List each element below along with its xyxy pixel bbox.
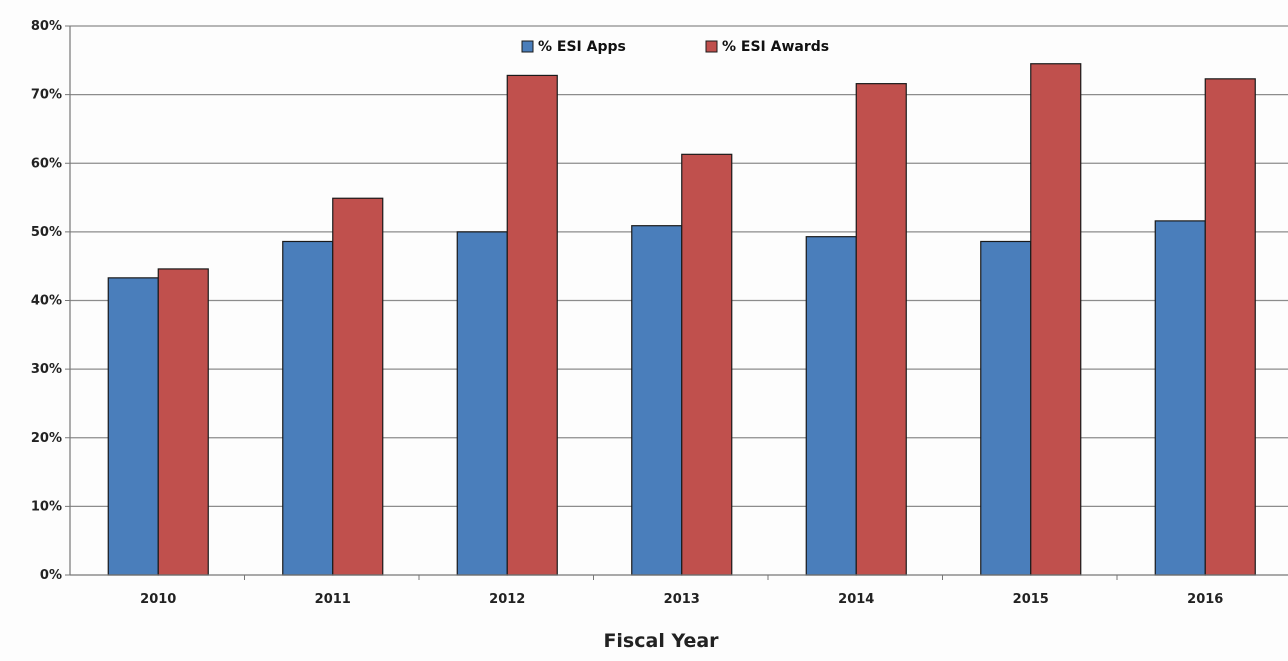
x-tick-label: 2010 — [140, 592, 176, 607]
x-tick-label: 2013 — [664, 592, 700, 607]
bar-esi-apps — [456, 231, 508, 576]
bar-esi-awards — [506, 74, 558, 576]
x-axis-title: Fiscal Year — [603, 630, 719, 652]
bar-esi-awards — [332, 197, 384, 576]
bar-esi-apps — [1154, 220, 1206, 576]
legend-label: % ESI Awards — [722, 39, 829, 55]
legend-swatch — [521, 40, 534, 53]
bars — [107, 63, 1256, 576]
y-tick-label: 10% — [31, 499, 62, 514]
y-tick-label: 20% — [31, 431, 62, 446]
y-tick-label: 70% — [31, 88, 62, 103]
x-tick-label: 2015 — [1013, 592, 1049, 607]
bar-esi-apps — [282, 240, 334, 576]
bar-esi-awards — [157, 268, 209, 576]
bar-esi-awards — [855, 83, 907, 576]
y-tick-label: 60% — [31, 156, 62, 171]
x-tick-label: 2016 — [1187, 592, 1223, 607]
axes: 0% 10% 20% 30% 40% 50% 60% 70% 80% 2010 2011 2012 20… — [31, 19, 1288, 607]
y-tick-label: 0% — [40, 568, 62, 583]
bar-esi-awards — [681, 153, 733, 576]
bar-esi-apps — [631, 225, 683, 576]
legend-label: % ESI Apps — [538, 39, 626, 55]
x-tick-label: 2014 — [838, 592, 874, 607]
legend-swatch — [705, 40, 718, 53]
legend: % ESI Apps % ESI Awards — [521, 39, 829, 55]
y-tick-label: 80% — [31, 19, 62, 34]
y-tick-label: 50% — [31, 225, 62, 240]
bar-esi-apps — [980, 240, 1032, 576]
y-tick-label: 30% — [31, 362, 62, 377]
x-tick-label: 2012 — [489, 592, 525, 607]
bar-esi-apps — [107, 277, 159, 576]
bar-esi-awards — [1030, 63, 1082, 576]
x-tick-label: 2011 — [315, 592, 351, 607]
bar-esi-awards — [1204, 78, 1256, 576]
bar-esi-apps — [805, 236, 857, 576]
y-tick-label: 40% — [31, 294, 62, 309]
